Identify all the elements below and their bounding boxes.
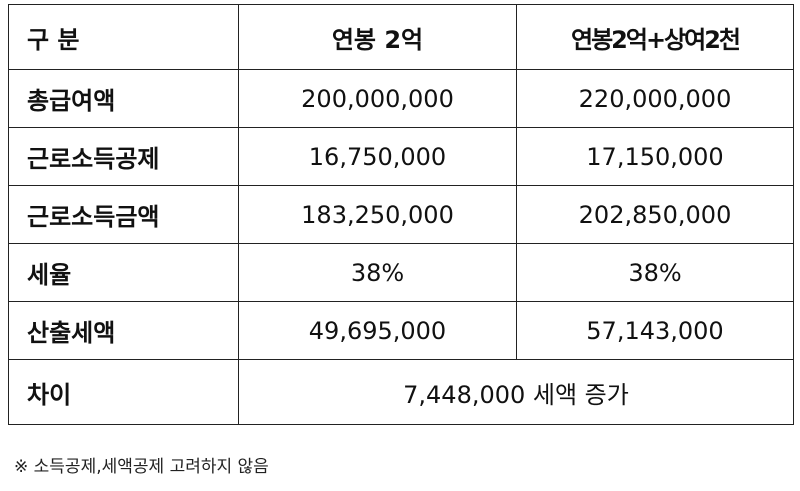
header-salary-bonus: 연봉2억+상여2천 — [516, 4, 794, 70]
row-label: 근로소득공제 — [8, 127, 239, 186]
row-value-2: 38% — [516, 243, 794, 302]
row-value-1: 16,750,000 — [238, 127, 517, 186]
footnote: ※ 소득공제,세액공제 고려하지 않음 — [14, 457, 269, 477]
row-label: 총급여액 — [8, 69, 239, 128]
row-label: 세율 — [8, 243, 239, 302]
tax-comparison-table: 구 분 연봉 2억 연봉2억+상여2천 총급여액 200,000,000 220… — [8, 4, 794, 425]
row-value-2: 220,000,000 — [516, 69, 794, 128]
row-value-2: 57,143,000 — [516, 301, 794, 360]
row-value-2: 17,150,000 — [516, 127, 794, 186]
header-row: 구 분 연봉 2억 연봉2억+상여2천 — [8, 4, 794, 70]
table-row: 근로소득공제 16,750,000 17,150,000 — [8, 127, 794, 186]
table-row: 총급여액 200,000,000 220,000,000 — [8, 69, 794, 128]
table-row: 근로소득금액 183,250,000 202,850,000 — [8, 185, 794, 244]
row-value-1: 183,250,000 — [238, 185, 517, 244]
row-label: 근로소득금액 — [8, 185, 239, 244]
header-category: 구 분 — [8, 4, 239, 70]
difference-row: 차이 7,448,000 세액 증가 — [8, 359, 794, 425]
header-salary-200m: 연봉 2억 — [238, 4, 517, 70]
row-value-2: 202,850,000 — [516, 185, 794, 244]
row-label: 산출세액 — [8, 301, 239, 360]
table-row: 세율 38% 38% — [8, 243, 794, 302]
table-row: 산출세액 49,695,000 57,143,000 — [8, 301, 794, 360]
row-value-1: 49,695,000 — [238, 301, 517, 360]
row-value-1: 38% — [238, 243, 517, 302]
difference-value: 7,448,000 세액 증가 — [238, 359, 794, 425]
difference-label: 차이 — [8, 359, 239, 425]
row-value-1: 200,000,000 — [238, 69, 517, 128]
